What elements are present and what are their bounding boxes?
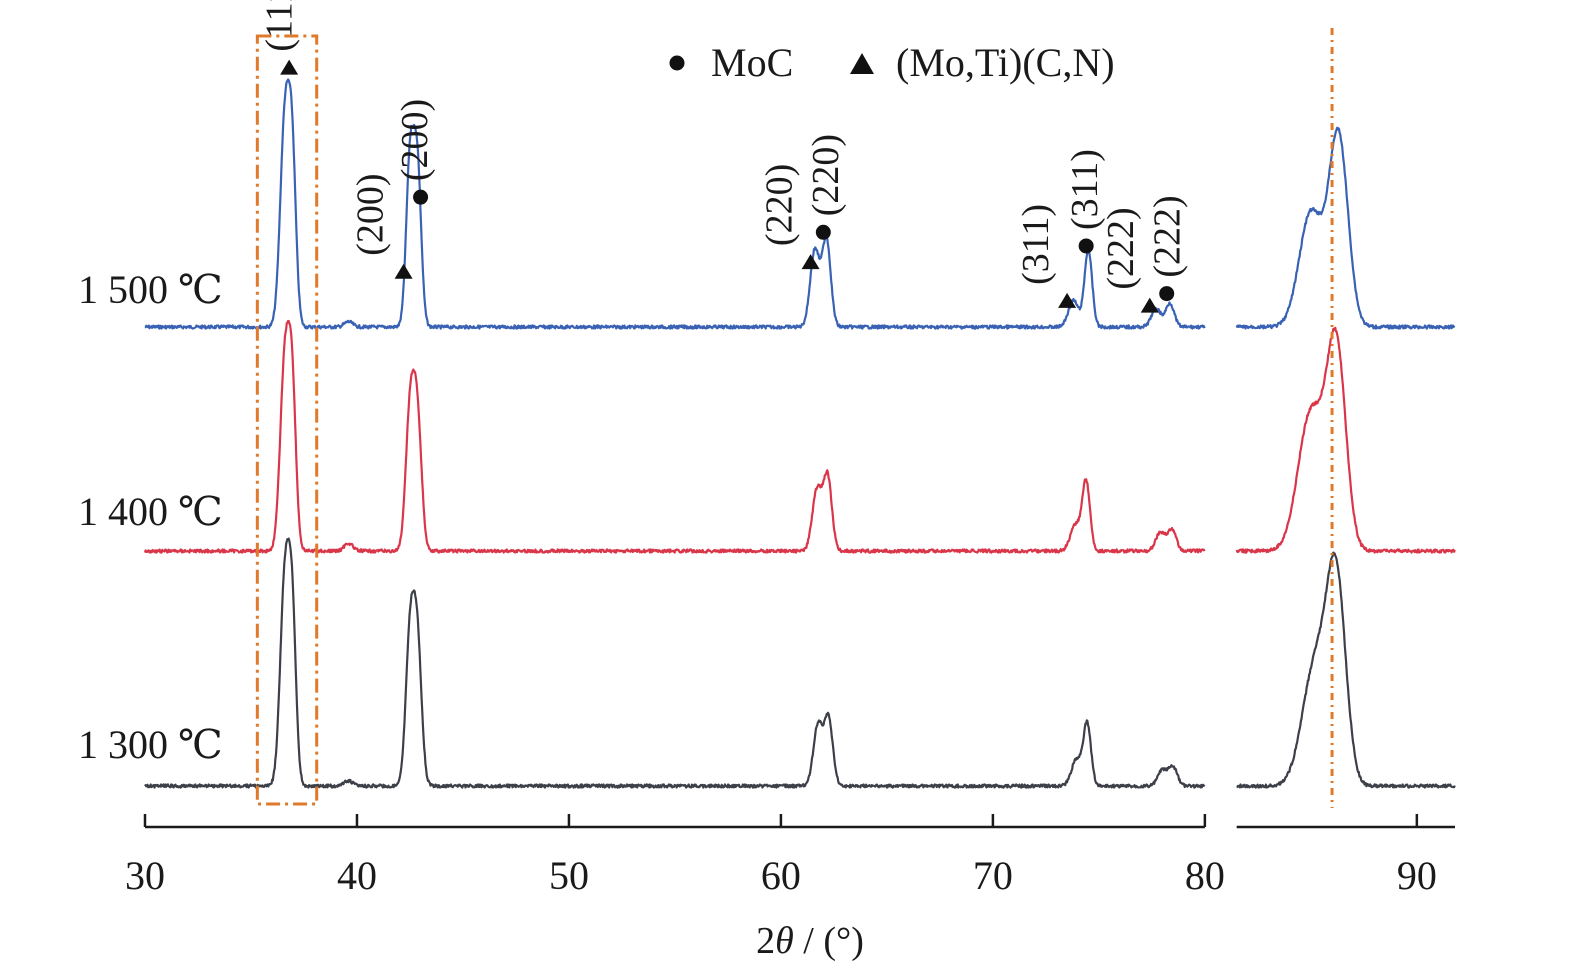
- x-tick-label: 80: [1185, 853, 1225, 898]
- x-axis-label-theta: θ: [775, 920, 794, 962]
- x-tick-label: 70: [973, 853, 1013, 898]
- peak-label: (222): [1100, 207, 1142, 289]
- legend-triangle-marker: [850, 53, 874, 74]
- peak-label: (111): [258, 0, 300, 52]
- x-axis-label-prefix: 2: [756, 920, 775, 962]
- legend-circle-marker: [669, 55, 685, 71]
- highlight-overlays: [255, 28, 1334, 808]
- moc-marker: [1159, 286, 1175, 302]
- peak-label: (200): [394, 99, 436, 181]
- legend-label: (Mo,Ti)(C,N): [896, 40, 1115, 85]
- legend-label: MoC: [711, 40, 793, 85]
- trace-segment-3-1: [144, 537, 1206, 789]
- x-axis-label: 2θ / (°): [756, 920, 864, 962]
- x-tick-label: 60: [761, 853, 801, 898]
- peak-label: (222): [1146, 195, 1188, 277]
- mo-ti-cn-marker: [1058, 292, 1077, 308]
- legend: MoC (Mo,Ti)(C,N): [669, 40, 1115, 85]
- mo-ti-cn-marker: [280, 59, 299, 75]
- trace-segment-2-1: [143, 319, 1206, 554]
- moc-marker: [413, 189, 429, 205]
- x-tick-label: 50: [549, 853, 589, 898]
- peak-label: (311): [1015, 204, 1057, 285]
- xrd-traces: [143, 78, 1456, 789]
- series-label-1: 1 500 ℃: [78, 267, 223, 312]
- trace-segment-1-1: [144, 78, 1206, 330]
- trace-segment-1-2: [1235, 126, 1456, 330]
- highlight-box: [255, 34, 319, 806]
- mo-ti-cn-marker: [1140, 297, 1159, 313]
- mo-ti-cn-marker: [801, 254, 820, 270]
- x-tick-label: 30: [125, 853, 165, 898]
- series-labels: 1 500 ℃ 1 400 ℃ 1 300 ℃: [78, 267, 223, 767]
- peak-label: (200): [349, 173, 391, 255]
- mo-ti-cn-marker: [394, 263, 413, 279]
- x-axis-label-unit: / (°): [794, 920, 864, 962]
- peak-label: (311): [1064, 149, 1106, 230]
- trace-segment-2-2: [1235, 326, 1456, 554]
- peak-label: (220): [805, 134, 847, 216]
- x-axis: 30 40 50 60 70 80 90: [125, 814, 1455, 898]
- x-tick-label: 40: [337, 853, 377, 898]
- peak-label: (220): [759, 164, 801, 246]
- peak-annotations: (111)(200)(200)(220) (220)(311)(311)(222)…: [258, 0, 1188, 313]
- moc-marker: [815, 224, 831, 240]
- moc-marker: [1078, 238, 1094, 254]
- series-label-3: 1 300 ℃: [78, 722, 223, 767]
- trace-segment-3-2: [1236, 551, 1456, 789]
- series-label-2: 1 400 ℃: [78, 489, 223, 534]
- x-tick-label: 90: [1397, 853, 1437, 898]
